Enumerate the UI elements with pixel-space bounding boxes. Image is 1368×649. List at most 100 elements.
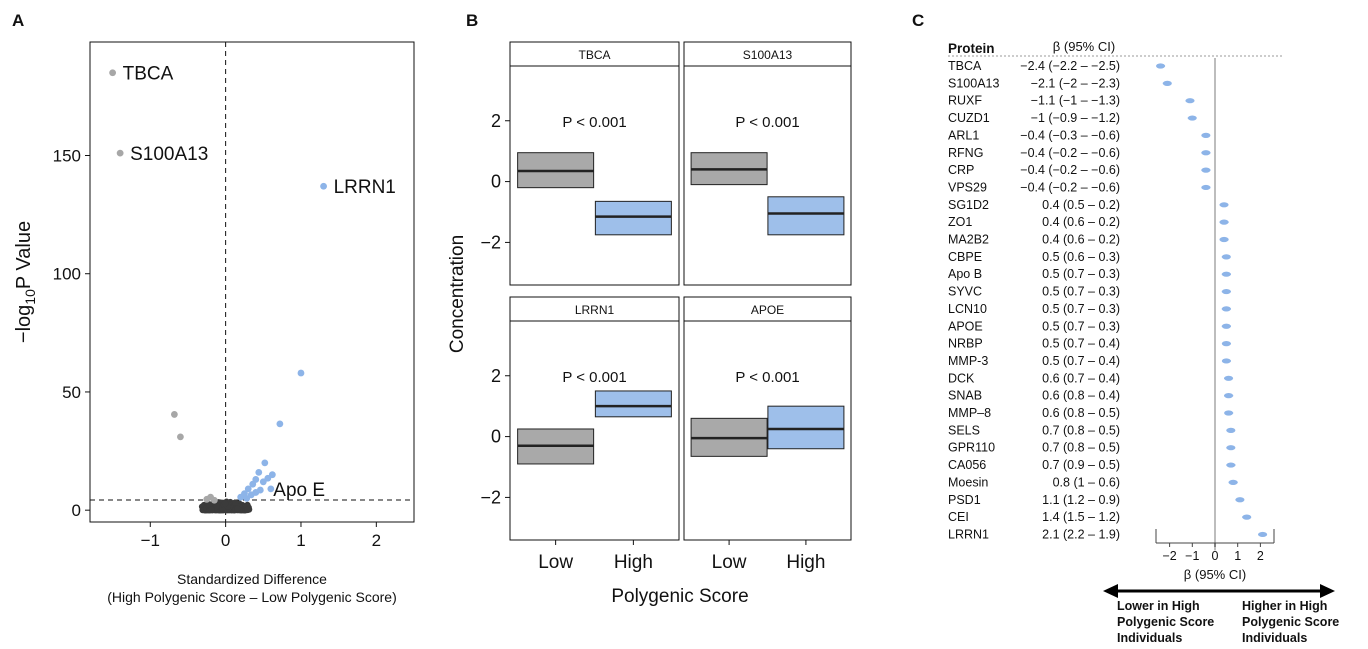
boxplot-y-tick-label: 2 <box>491 111 501 131</box>
forest-x-tick-label: 0 <box>1212 549 1219 563</box>
forest-row-protein: PSD1 <box>948 493 981 507</box>
forest-estimate <box>1201 150 1211 156</box>
boxplot-x-tick-label: Low <box>712 552 747 573</box>
volcano-point-nonsignificant <box>232 499 239 506</box>
forest-row-ci: 0.6 (0.8 – 0.4) <box>1042 389 1120 403</box>
forest-row-protein: DCK <box>948 371 975 385</box>
forest-row-ci: 0.7 (0.9 – 0.5) <box>1042 458 1120 472</box>
volcano-x-tick-label: 2 <box>372 531 381 550</box>
forest-estimate <box>1201 132 1211 138</box>
facet-title: TBCA <box>578 48 610 62</box>
volcano-point-nonsignificant <box>213 502 221 510</box>
forest-row-ci: −0.4 (−0.2 – −0.6) <box>1020 163 1120 177</box>
forest-row-ci: 0.4 (0.6 – 0.2) <box>1042 215 1120 229</box>
forest-estimate <box>1226 427 1236 433</box>
forest-estimate <box>1221 306 1231 312</box>
volcano-y-tick-label: 50 <box>62 383 81 402</box>
panel-label-a: A <box>12 11 24 30</box>
forest-estimate <box>1162 80 1172 86</box>
forest-row-ci: 1.1 (1.2 – 0.9) <box>1042 493 1120 507</box>
forest-row-ci: 0.6 (0.7 – 0.4) <box>1042 371 1120 385</box>
facet-strip <box>683 41 852 67</box>
volcano-point <box>203 495 211 503</box>
forest-row-protein: SYVC <box>948 285 982 299</box>
box <box>594 200 672 236</box>
forest-estimate <box>1224 393 1234 399</box>
forest-row-ci: 0.4 (0.6 – 0.2) <box>1042 233 1120 247</box>
forest-row-protein: CBPE <box>948 250 982 264</box>
forest-estimate <box>1221 288 1231 295</box>
forest-row-ci: 0.6 (0.8 – 0.5) <box>1042 406 1120 420</box>
forest-row-ci: 0.5 (0.7 – 0.3) <box>1042 319 1120 333</box>
forest-row-protein: LCN10 <box>948 302 987 316</box>
forest-estimate <box>1201 167 1211 173</box>
arrow-right-line2: Polygenic Score <box>1242 615 1339 629</box>
forest-estimate <box>1221 323 1231 329</box>
forest-estimate <box>1235 497 1245 503</box>
forest-row-ci: −2.1 (−2 – −2.3) <box>1031 76 1120 90</box>
forest-row-ci: 0.7 (0.8 – 0.5) <box>1042 423 1120 437</box>
forest-estimate <box>1185 98 1195 104</box>
facet-p-value: P < 0.001 <box>735 369 799 386</box>
boxplot-y-tick-label: −2 <box>480 487 501 507</box>
forest-row-protein: NRBP <box>948 337 983 351</box>
forest-row-ci: 0.5 (0.7 – 0.4) <box>1042 337 1120 351</box>
forest-row-ci: −1 (−0.9 – −1.2) <box>1031 111 1120 125</box>
volcano-y-label-prefix: −log <box>13 305 35 343</box>
volcano-point <box>255 468 263 476</box>
forest-estimate <box>1228 479 1238 485</box>
forest-estimate <box>1201 184 1211 191</box>
forest-row-ci: −0.4 (−0.2 – −0.6) <box>1020 180 1120 194</box>
volcano-x-tick-label: −1 <box>141 531 160 550</box>
volcano-point-label: Apo E <box>273 480 325 501</box>
forest-row-protein: VPS29 <box>948 180 987 194</box>
forest-estimate <box>1221 341 1231 347</box>
volcano-plot: −1 0 1 2 0 50 100 150 TBCA S100A13 LRRN1 Apo E −lo… <box>13 41 415 605</box>
volcano-x-label-line2: (High Polygenic Score – Low Polygenic Sc… <box>107 589 396 605</box>
forest-row-ci: 0.5 (0.7 – 0.3) <box>1042 302 1120 316</box>
facet-title: APOE <box>751 303 784 317</box>
forest-estimate <box>1226 445 1236 451</box>
boxplot-x-tick-label: Low <box>538 552 573 573</box>
facet-p-value: P < 0.001 <box>562 114 626 131</box>
forest-col-beta: β (95% CI) <box>1053 39 1115 54</box>
forest-row-ci: 0.7 (0.8 – 0.5) <box>1042 441 1120 455</box>
forest-row-ci: 0.5 (0.6 – 0.3) <box>1042 250 1120 264</box>
facet-strip <box>683 296 852 322</box>
boxplot-y-tick-label: 0 <box>491 172 501 192</box>
forest-row-protein: CEI <box>948 510 969 524</box>
forest-row-ci: −2.4 (−2.2 – −2.5) <box>1020 59 1120 73</box>
forest-estimate <box>1187 115 1197 121</box>
volcano-point <box>261 459 269 467</box>
volcano-point <box>252 489 260 496</box>
volcano-point <box>276 420 284 428</box>
volcano-point-label: LRRN1 <box>334 177 396 198</box>
volcano-y-tick-label: 150 <box>53 146 81 165</box>
volcano-point <box>237 493 245 501</box>
panel-label-b: B <box>466 11 478 30</box>
volcano-point <box>170 411 178 418</box>
boxplot-x-tick-label: High <box>786 552 825 573</box>
forest-estimate <box>1221 254 1231 260</box>
box <box>767 405 845 450</box>
forest-estimate <box>1156 63 1166 69</box>
boxplot-y-tick-label: −2 <box>480 232 501 252</box>
forest-estimate <box>1221 271 1231 277</box>
arrow-left-line3: Individuals <box>1117 631 1182 645</box>
forest-estimate <box>1258 531 1268 538</box>
forest-estimate <box>1226 462 1236 468</box>
forest-row-ci: 2.1 (2.2 – 1.9) <box>1042 527 1120 541</box>
forest-row-ci: −0.4 (−0.3 – −0.6) <box>1020 128 1120 142</box>
forest-row-protein: MMP–8 <box>948 406 991 420</box>
volcano-point-label: TBCA <box>123 64 174 85</box>
arrow-right-line3: Individuals <box>1242 631 1307 645</box>
boxplot-facets: TBCA P < 0.001 S100A13 P < 0.001 LRRN1 P < 0.… <box>447 41 852 607</box>
forest-x-tick-label: 2 <box>1257 549 1264 563</box>
forest-row-ci: −0.4 (−0.2 – −0.6) <box>1020 146 1120 160</box>
forest-row-ci: 0.5 (0.7 – 0.3) <box>1042 285 1120 299</box>
forest-row-protein: CA056 <box>948 458 986 472</box>
forest-row-protein: CRP <box>948 163 974 177</box>
facet-p-value: P < 0.001 <box>735 114 799 131</box>
forest-row-protein: Apo B <box>948 267 982 281</box>
volcano-point <box>320 182 327 190</box>
